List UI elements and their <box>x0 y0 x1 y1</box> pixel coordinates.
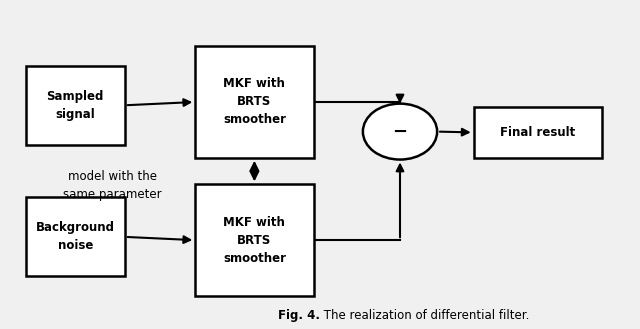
Text: Background
noise: Background noise <box>36 221 115 252</box>
Text: Final result: Final result <box>500 126 575 139</box>
Text: Sampled
signal: Sampled signal <box>47 90 104 121</box>
Text: Fig. 4.: Fig. 4. <box>278 309 320 322</box>
FancyBboxPatch shape <box>195 184 314 296</box>
FancyBboxPatch shape <box>195 46 314 158</box>
FancyBboxPatch shape <box>474 107 602 158</box>
Ellipse shape <box>363 104 437 160</box>
Text: MKF with
BRTS
smoother: MKF with BRTS smoother <box>223 78 286 126</box>
FancyBboxPatch shape <box>26 197 125 276</box>
Text: The realization of differential filter.: The realization of differential filter. <box>320 309 529 322</box>
Text: −: − <box>392 123 408 140</box>
FancyBboxPatch shape <box>26 66 125 145</box>
Text: MKF with
BRTS
smoother: MKF with BRTS smoother <box>223 216 286 265</box>
Text: model with the
same parameter: model with the same parameter <box>63 170 161 201</box>
